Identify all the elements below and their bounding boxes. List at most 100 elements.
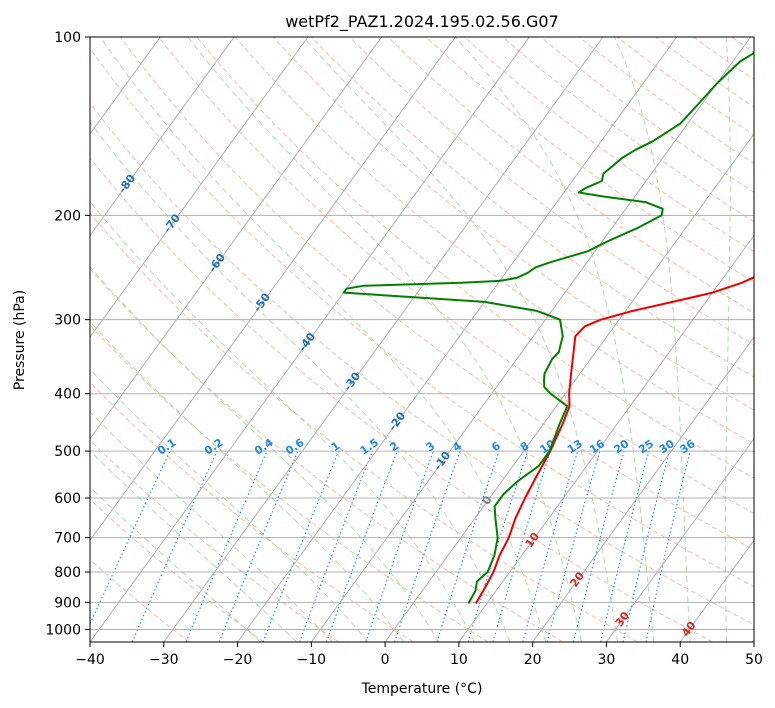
x-tick-label: 50 [745,652,763,668]
mixing-ratio-line [492,450,551,642]
mixing-ratio-line [546,450,601,642]
moist-adiabats [90,37,731,642]
y-axis-label: Pressure (hPa) [12,290,28,390]
dry-adiabat [387,37,754,314]
isotherm-label: -10 [431,449,453,473]
dry-adiabat [349,37,754,346]
mixing-ratio-line [467,450,529,642]
isotherm-label: 10 [522,530,542,550]
mixing-ratio-line [600,450,650,642]
mixing-ratio-line [185,450,268,642]
isotherm-gridlines [0,37,754,642]
dry-adiabats [90,37,775,642]
dry-adiabat [540,37,754,193]
dry-adiabat [90,498,265,642]
dry-adiabat [731,37,754,54]
mixing-ratio-line [325,450,398,642]
isotherm-line [163,37,604,642]
mixing-ratio-label: 16 [587,437,607,457]
x-tick-label: 20 [524,652,542,668]
mixing-ratio-line [645,450,691,642]
isotherm-label: -80 [116,172,138,196]
pressure-gridlines [90,37,754,630]
mixing-ratio-label: 8 [518,439,532,454]
mixing-ratio-line [572,450,625,642]
mixing-ratio-line [365,450,434,642]
moist-adiabat [99,37,547,642]
isotherm-line [606,437,754,642]
dry-adiabat [311,37,754,378]
mixing-ratio-label: 3 [424,439,438,454]
moist-adiabat [302,37,618,642]
mixing-ratio-label: 0.2 [202,436,225,458]
x-tick-label: −10 [297,652,327,668]
x-tick-label: −20 [223,652,253,668]
mixing-ratio-label: 0.6 [283,436,307,458]
y-tick-label: 1000 [45,622,81,638]
plot-frame [89,36,755,643]
y-tick-label: 900 [54,595,81,611]
isotherm-line [0,37,13,642]
isotherm-line [90,37,383,440]
y-tick-label: 100 [54,30,81,46]
mixing-ratio-line [436,450,500,642]
y-tick-label: 800 [54,565,81,581]
isotherm-line [753,641,754,642]
isotherm-line [237,37,678,642]
dry-adiabat [90,439,339,642]
moist-adiabat [187,37,582,642]
series-lines [342,51,754,605]
isotherm-line [384,133,754,642]
moist-adiabat [613,37,691,642]
mixing-ratio-label: 25 [636,437,656,456]
temperature-line [474,276,754,605]
mixing-ratio-line [522,450,579,642]
dry-adiabat [616,37,754,136]
isotherm-label: -50 [251,290,273,314]
dry-adiabat [158,37,754,515]
y-axis-ticks: 1000 900 800 700 600 500 400 300 200 100 [45,30,90,638]
dry-adiabat [119,37,754,551]
mixing-ratio-label: 0.1 [155,436,178,458]
moist-adiabat [90,200,475,642]
mixing-ratio-label: 30 [657,437,677,457]
moist-adiabat [454,37,655,642]
moist-adiabat [90,121,511,642]
isotherm-line [458,234,754,642]
x-tick-label: −40 [75,652,105,668]
moist-adiabat [90,266,440,642]
x-tick-label: 30 [598,652,616,668]
mixing-ratio-label: 1 [329,439,343,454]
dry-adiabat [234,37,754,445]
isotherm-label: -60 [206,251,228,275]
dry-adiabat [770,37,775,642]
dry-adiabat [272,37,754,411]
mixing-ratio-label: 20 [611,437,631,457]
dry-adiabat [90,47,754,588]
isotherm-label: -20 [386,409,408,433]
mixing-ratio-line [299,450,373,642]
mixing-ratio-label: 4 [450,439,464,454]
isotherm-line [679,539,754,642]
mixing-ratio-line [262,450,340,642]
moist-adiabat [90,320,404,642]
isotherm-line [90,37,530,642]
isotherm-label: -100 [23,89,50,119]
moist-adiabat [90,486,261,642]
mixing-ratio-label: 1.5 [358,436,381,458]
y-tick-label: 600 [54,491,81,507]
y-tick-label: 500 [54,444,81,460]
isotherm-label: -40 [296,330,318,354]
isotherm-label: -30 [341,370,363,394]
isotherm-line [90,37,309,338]
isotherm-line [310,37,751,642]
dry-adiabat [425,37,754,283]
mixing-ratio-label: 0.4 [252,436,276,458]
chart-title: wetPf2_PAZ1.2024.195.02.56.G07 [285,12,559,32]
isotherm-line [90,37,456,542]
isotherm-line [90,37,235,237]
mixing-ratio-line [394,450,461,642]
dry-adiabat [693,37,754,81]
dry-adiabat [90,102,754,626]
dry-adiabat [464,37,754,253]
